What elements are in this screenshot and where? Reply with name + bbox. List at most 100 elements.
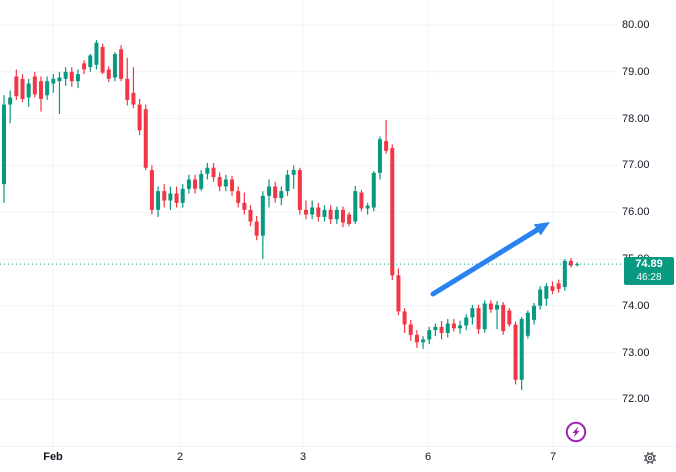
candle	[458, 320, 463, 334]
gridlines	[0, 0, 618, 446]
candle	[396, 268, 401, 316]
candle	[285, 170, 290, 196]
candle	[230, 175, 235, 196]
candle	[371, 171, 376, 212]
gear-icon	[643, 451, 657, 465]
candle	[310, 200, 315, 220]
candle	[470, 304, 475, 325]
candle	[291, 165, 296, 189]
last-price-label: 74.89 46:28	[624, 257, 674, 286]
candle	[297, 167, 302, 215]
candle	[482, 300, 487, 333]
candle	[390, 144, 395, 281]
candle	[550, 281, 555, 295]
candle	[205, 163, 210, 180]
candle	[51, 74, 56, 93]
candle	[106, 66, 111, 83]
candle	[568, 258, 573, 268]
candle	[544, 283, 549, 306]
candle	[26, 78, 31, 107]
bar-countdown: 46:28	[636, 272, 662, 284]
candle	[267, 179, 272, 208]
candle	[384, 120, 389, 154]
candle	[254, 215, 259, 241]
time-axis-separator	[0, 446, 676, 447]
candle	[149, 165, 154, 215]
candle	[439, 320, 444, 340]
candle	[334, 206, 339, 224]
time-tick-label: Feb	[43, 451, 63, 463]
candle	[20, 74, 25, 103]
candle	[2, 95, 6, 203]
lightning-icon	[565, 421, 587, 443]
candle	[279, 186, 284, 206]
candle	[125, 57, 130, 106]
candle	[476, 304, 481, 334]
lightning-button[interactable]	[564, 420, 588, 444]
candle	[174, 186, 179, 208]
candle	[495, 301, 500, 330]
candle	[137, 98, 142, 135]
candle	[322, 205, 327, 222]
trend-arrow-annotation[interactable]	[430, 222, 550, 297]
axis-settings-gear-button[interactable]	[641, 449, 659, 467]
candle	[408, 319, 413, 341]
candle	[223, 174, 228, 192]
candle	[464, 314, 469, 331]
candle	[273, 181, 278, 203]
candle	[193, 174, 198, 194]
candle	[88, 54, 93, 72]
time-tick-label: 3	[299, 451, 307, 463]
time-axis[interactable]: Feb 2 3 6 7	[0, 446, 676, 472]
candle	[445, 318, 450, 338]
candle	[69, 67, 74, 87]
candle	[519, 317, 524, 391]
candle	[75, 69, 80, 89]
candle	[63, 67, 68, 86]
candle	[199, 170, 204, 192]
candle	[421, 336, 426, 349]
candle	[57, 71, 62, 114]
candle	[14, 69, 19, 100]
candle	[260, 191, 265, 259]
candle	[303, 200, 308, 220]
candle	[532, 302, 537, 325]
time-tick-label: 2	[176, 451, 184, 463]
candle	[242, 192, 247, 215]
candle	[180, 184, 185, 208]
candle	[433, 323, 438, 337]
candle	[45, 76, 50, 100]
candle	[414, 330, 419, 348]
candle	[427, 326, 432, 345]
candle	[340, 206, 345, 228]
candle	[507, 308, 512, 327]
candle	[211, 163, 216, 182]
candle	[556, 279, 561, 293]
candle	[162, 184, 167, 208]
candle	[186, 174, 191, 194]
candle	[217, 172, 222, 192]
candle	[82, 60, 87, 75]
candle	[38, 76, 43, 112]
candle	[538, 286, 543, 310]
candle	[112, 52, 117, 82]
candle	[143, 104, 148, 171]
candle	[402, 308, 407, 333]
candle	[156, 186, 161, 217]
candle	[501, 302, 506, 335]
candle	[316, 202, 321, 222]
candle	[365, 202, 370, 215]
candle	[353, 185, 358, 224]
candle	[248, 205, 253, 227]
candle	[488, 300, 493, 313]
candle	[377, 136, 382, 180]
time-tick-label: 7	[549, 451, 557, 463]
candle	[131, 67, 136, 109]
candle	[513, 321, 518, 385]
candle	[8, 90, 13, 124]
candle	[236, 186, 241, 208]
candle	[347, 212, 352, 227]
candle	[575, 262, 580, 267]
